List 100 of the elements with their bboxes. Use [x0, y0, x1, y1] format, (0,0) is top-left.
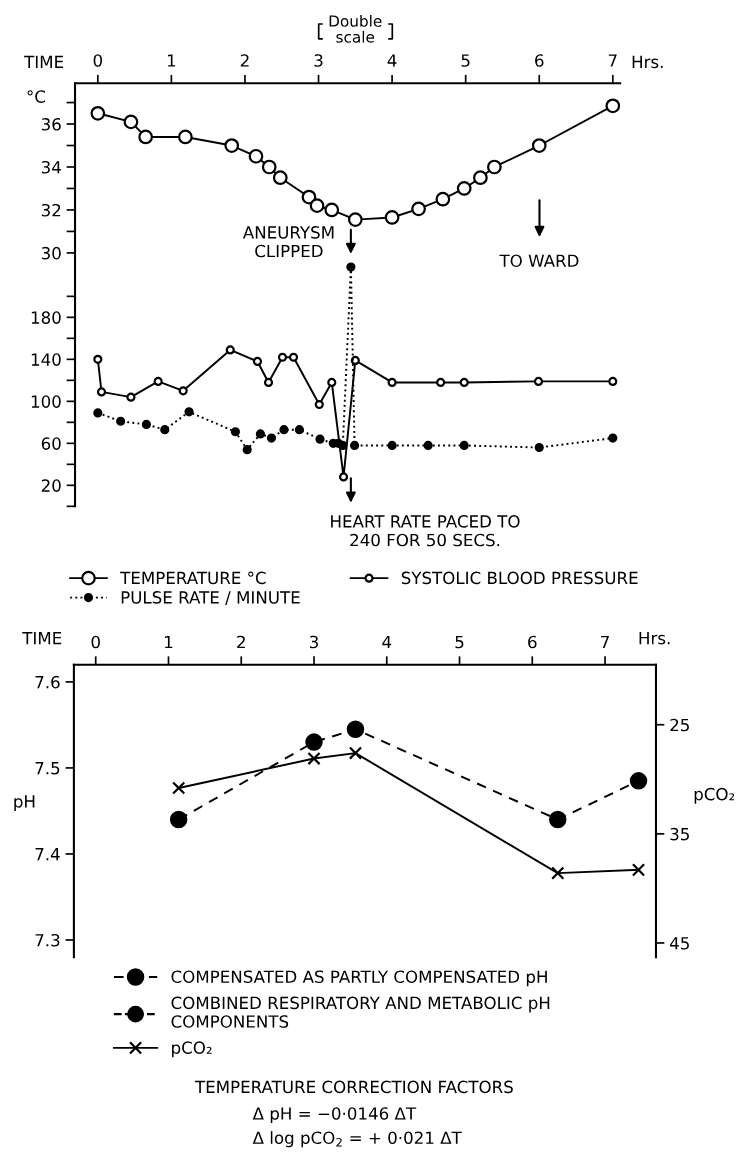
point — [314, 399, 324, 410]
point — [629, 772, 648, 790]
point — [255, 429, 265, 439]
point — [315, 434, 325, 444]
point — [178, 386, 188, 396]
point — [279, 425, 289, 435]
y2-tick-label: 45 — [669, 937, 689, 950]
y2-tick-label: 60 — [41, 437, 61, 450]
point — [126, 392, 136, 402]
point — [608, 433, 618, 443]
text: TEMPERATURE CORRECTION FACTORS — [194, 1080, 513, 1094]
point — [346, 720, 365, 738]
point — [230, 427, 240, 437]
point — [309, 198, 325, 214]
y-tick-label: 7.5 — [35, 762, 60, 775]
y-tick-label: 7.3 — [35, 933, 60, 947]
point — [242, 445, 252, 455]
point — [456, 181, 472, 196]
y2-tick-label: 20 — [41, 479, 61, 492]
point — [435, 191, 451, 207]
point — [384, 210, 400, 225]
point — [93, 408, 103, 418]
y-tick-label: 34 — [41, 160, 61, 174]
point — [551, 866, 565, 880]
point — [294, 425, 304, 435]
point — [141, 419, 151, 430]
point — [348, 746, 363, 760]
text: Hrs. — [632, 55, 663, 69]
point — [153, 376, 163, 386]
point — [263, 377, 274, 388]
point — [338, 472, 349, 482]
point — [605, 98, 621, 114]
point — [116, 416, 126, 426]
y2-tick-label: 100 — [31, 395, 61, 408]
x-tick-label: 4 — [387, 54, 397, 67]
y2-tick-label: 180 — [31, 311, 61, 324]
legend-label: TEMPERATURE °C — [120, 571, 266, 585]
point — [487, 159, 502, 175]
legend-label: PULSE RATE / MINUTE — [121, 591, 300, 605]
point — [160, 425, 170, 435]
legend-label: SYSTOLIC BLOOD PRESSURE — [401, 571, 638, 585]
point — [272, 170, 288, 186]
point — [307, 751, 321, 766]
x-tick-label: 2 — [237, 635, 245, 649]
x-tick-label: 4 — [382, 635, 392, 649]
point — [347, 212, 363, 227]
x-tick-label: 7 — [608, 54, 617, 67]
point — [261, 159, 277, 175]
point — [288, 352, 299, 362]
point — [387, 377, 397, 388]
point — [252, 356, 263, 367]
x-tick-label: 1 — [165, 635, 173, 649]
point — [178, 129, 193, 145]
text: HEART RATE PACED TO 240 FOR 50 SECS. — [331, 515, 520, 547]
x-tick-label: 0 — [93, 54, 103, 67]
point — [324, 202, 340, 218]
point — [327, 377, 337, 388]
x-tick-label: 2 — [240, 54, 249, 67]
point — [387, 440, 397, 451]
x-axis-title: TIME — [22, 632, 62, 645]
point — [350, 440, 360, 451]
point — [631, 863, 646, 877]
point — [411, 201, 426, 217]
text: Double scale — [329, 14, 382, 43]
y2-tick-label: 25 — [670, 718, 689, 732]
x-tick-label: 3 — [309, 635, 318, 649]
y-tick-label: 7.4 — [35, 848, 60, 861]
point — [608, 376, 618, 386]
point — [533, 376, 544, 386]
point — [266, 433, 277, 443]
point — [305, 733, 323, 751]
point — [531, 138, 547, 153]
point — [90, 105, 106, 121]
point — [172, 781, 186, 795]
text: COMBINED RESPIRATORY AND METABOLIC pH COMPONENTS — [171, 996, 550, 1028]
point — [459, 440, 469, 451]
y2-tick-label: 140 — [31, 353, 61, 366]
annotation: TO WARD — [499, 254, 579, 268]
text: Δ log pCO$_{2}$ = + 0·021 ΔT — [252, 1131, 462, 1148]
point — [93, 354, 103, 364]
point — [138, 129, 154, 145]
point — [96, 387, 107, 397]
point — [169, 810, 188, 829]
x-axis-title: TIME — [24, 55, 64, 68]
x-tick-label: 1 — [167, 54, 176, 67]
y-tick-label: 30 — [41, 246, 61, 260]
text: Hrs. — [639, 632, 670, 645]
y-tick-label: 36 — [41, 118, 61, 131]
text: Δ pH = −0·0146 ΔT — [252, 1107, 417, 1124]
point — [224, 138, 240, 153]
point — [534, 442, 544, 453]
x-tick-label: 5 — [461, 54, 470, 67]
point — [549, 810, 567, 829]
y-tick-label: 32 — [41, 203, 61, 217]
point — [459, 377, 469, 388]
legend-label: COMPENSATED AS PARTLY COMPENSATED pH — [171, 970, 547, 987]
point — [225, 345, 235, 355]
point — [248, 148, 264, 164]
x-tick-label: 3 — [314, 54, 323, 67]
y-tick-label: 7.6 — [35, 675, 60, 689]
